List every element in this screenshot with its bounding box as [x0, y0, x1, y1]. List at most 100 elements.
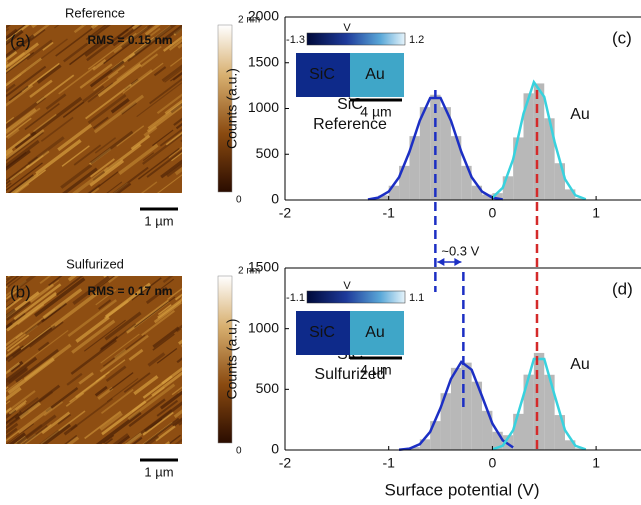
- afm-streak: [75, 315, 110, 343]
- afm-streak: [105, 282, 151, 319]
- afm-streak: [114, 348, 127, 359]
- afm-streak: [69, 371, 110, 403]
- histogram-bar: [450, 136, 462, 200]
- afm-streak: [6, 27, 10, 32]
- histogram-bar: [471, 381, 483, 450]
- afm-streak: [134, 276, 136, 277]
- afm-streak: [87, 183, 101, 193]
- afm-streak: [183, 236, 223, 266]
- afm-streak: [0, 248, 28, 269]
- inset-image-right: [350, 53, 404, 97]
- afm-streak: [62, 167, 98, 193]
- histogram-bar: [482, 194, 493, 200]
- afm-streak: [6, 276, 24, 290]
- afm-streak: [6, 52, 35, 75]
- afm-streak: [6, 279, 27, 297]
- afm-streak: [183, 349, 199, 361]
- afm-streak: [209, 199, 235, 218]
- afm-streak: [174, 293, 182, 301]
- colorbar-min: 0: [236, 195, 242, 206]
- afm-streak: [11, 326, 53, 358]
- afm-streak: [6, 28, 18, 41]
- afm-streak: [5, 237, 33, 258]
- afm-streak: [41, 411, 71, 435]
- afm-streak: [124, 432, 143, 444]
- afm-streak: [6, 356, 38, 383]
- afm-streak: [24, 424, 52, 444]
- histogram-bar: [440, 107, 451, 200]
- afm-streak: [62, 101, 85, 119]
- panel-label: (d): [612, 279, 633, 298]
- afm-streak: [174, 438, 182, 444]
- afm-streak: [145, 435, 160, 444]
- afm-streak: [140, 53, 159, 68]
- afm-streak: [93, 94, 145, 134]
- afm-streak: [0, 227, 41, 259]
- afm-streak: [38, 429, 60, 444]
- afm-streak: [159, 128, 182, 147]
- shift-label: ~0.3 V: [441, 243, 479, 258]
- afm-streak: [147, 0, 192, 10]
- afm-streak: [6, 57, 42, 87]
- histogram-bar: [564, 440, 576, 450]
- x-tick-label: 1: [592, 455, 600, 471]
- afm-streak: [156, 93, 182, 115]
- afm-streak: [9, 154, 44, 181]
- afm-streak: [6, 162, 43, 192]
- afm-streak: [169, 56, 182, 67]
- afm-streak: [136, 82, 182, 118]
- afm-streak: [173, 117, 182, 126]
- afm-streak: [191, 312, 213, 328]
- afm-streak: [0, 440, 4, 454]
- afm-streak: [83, 319, 126, 352]
- colorbar: [217, 275, 233, 444]
- afm-streak: [166, 163, 182, 178]
- afm-streak: [106, 181, 123, 193]
- afm-streak: [122, 243, 139, 256]
- afm-streak: [184, 382, 198, 392]
- inset-image-left: [296, 53, 350, 97]
- afm-streak: [100, 388, 134, 414]
- x-tick-label: -1: [382, 455, 395, 471]
- afm-streak: [98, 299, 112, 310]
- afm-streak: [0, 0, 25, 13]
- afm-streak: [131, 386, 165, 413]
- afm-streak: [6, 362, 21, 375]
- afm-streak: [18, 276, 37, 289]
- afm-streak: [149, 78, 182, 105]
- afm-streak: [156, 174, 182, 193]
- afm-streak: [153, 66, 167, 77]
- afm-streak: [172, 72, 182, 81]
- afm-streak: [175, 241, 212, 268]
- afm-streak: [7, 366, 29, 384]
- afm-streak: [180, 297, 182, 300]
- afm-streak: [6, 331, 24, 347]
- afm-streak: [21, 424, 49, 444]
- afm-streak: [100, 335, 119, 351]
- afm-streak: [6, 322, 13, 330]
- afm-streak: [0, 0, 10, 8]
- afm-streak: [205, 205, 219, 215]
- histogram-bar: [544, 118, 555, 200]
- histogram-bar: [533, 83, 545, 200]
- afm-streak: [157, 298, 182, 319]
- afm-streak: [218, 259, 240, 276]
- afm-streak: [123, 372, 151, 393]
- afm-streak: [103, 143, 142, 173]
- afm-streak: [155, 425, 176, 442]
- afm-streak: [66, 201, 80, 212]
- afm-streak: [36, 0, 53, 5]
- afm-streak: [18, 397, 39, 413]
- afm-streak: [6, 73, 22, 87]
- x-tick-label: 0: [489, 455, 497, 471]
- fit-curve: [491, 79, 587, 201]
- afm-streak: [94, 137, 117, 154]
- afm-streak: [6, 413, 19, 424]
- histogram-bar: [430, 421, 441, 450]
- afm-streak: [6, 52, 31, 74]
- afm-streak: [6, 334, 30, 352]
- arrow-head: [437, 258, 445, 266]
- inset-image-left: [296, 311, 350, 355]
- afm-streak: [184, 296, 204, 311]
- afm-streak: [171, 151, 182, 162]
